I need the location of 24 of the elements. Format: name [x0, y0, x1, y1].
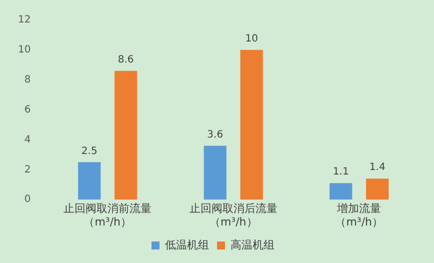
y-tick-label: 0 — [24, 194, 31, 206]
y-tick-label: 4 — [24, 134, 31, 146]
data-label: 1.1 — [332, 166, 349, 178]
data-label: 2.5 — [81, 146, 98, 157]
x-tick-label: 止回阀取消后流量（m³/h） — [189, 202, 278, 228]
legend-label: 高温机组 — [230, 238, 274, 252]
y-tick-label: 12 — [18, 14, 31, 26]
y-tick-label: 8 — [24, 74, 31, 86]
data-label: 3.6 — [207, 129, 224, 140]
y-tick-label: 2 — [24, 164, 31, 176]
data-label: 1.4 — [369, 162, 386, 174]
bar — [78, 162, 101, 200]
y-tick-label: 10 — [18, 44, 31, 56]
data-label: 10 — [245, 34, 258, 45]
x-tick-label: 止回阀取消前流量（m³/h） — [64, 202, 152, 228]
data-label: 8.6 — [118, 54, 134, 66]
x-tick-label: 增加流量（m³/h） — [335, 202, 384, 228]
bar — [114, 70, 138, 200]
bar — [330, 183, 352, 200]
bar — [366, 178, 389, 200]
bar — [204, 146, 226, 200]
y-tick-label: 6 — [24, 104, 31, 116]
legend-label: 低温机组 — [165, 238, 209, 252]
bar — [240, 50, 263, 200]
